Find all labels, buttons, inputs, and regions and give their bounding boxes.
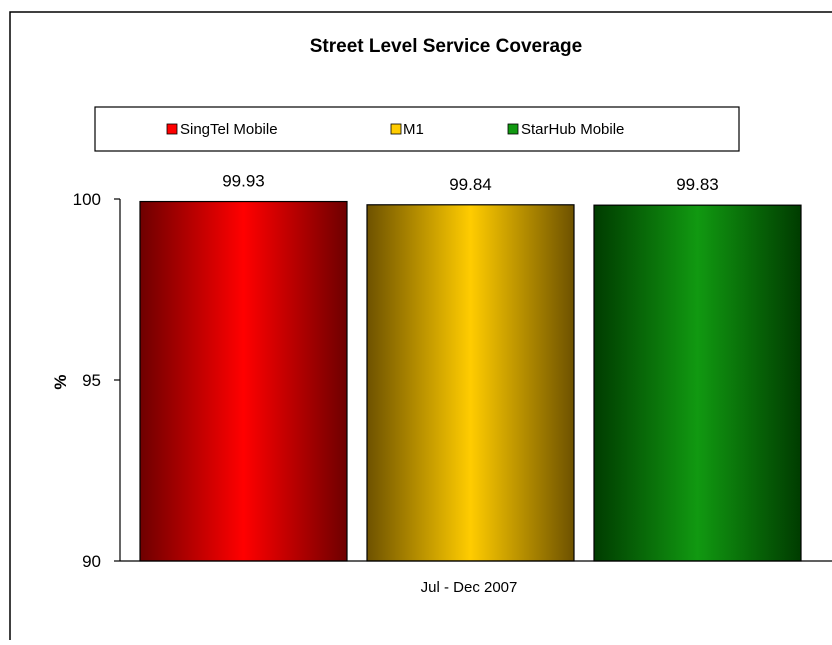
legend-box — [94, 106, 740, 152]
data-label-singtel-mobile: 99.93 — [222, 172, 265, 191]
legend-swatch-m1 — [390, 123, 402, 135]
bar-m1 — [366, 204, 575, 562]
data-label-m1: 99.84 — [449, 175, 492, 194]
legend-label-m1: M1 — [403, 121, 424, 138]
bar-starhub-mobile — [593, 204, 802, 562]
data-labels-layer: 99.93 99.84 99.83 — [222, 172, 719, 195]
y-tick-label: 100 — [73, 190, 101, 209]
y-axis-label: % — [51, 374, 70, 389]
chart-title: Street Level Service Coverage — [310, 36, 583, 57]
bars-layer — [139, 200, 802, 562]
legend: SingTel Mobile M1 StarHub Mobile — [94, 106, 740, 152]
axis-layer: 90 95 100 — [73, 190, 832, 571]
y-tick-label: 90 — [82, 552, 101, 571]
bar-singtel-mobile — [139, 200, 348, 562]
data-label-starhub-mobile: 99.83 — [676, 175, 719, 194]
x-category-label: Jul - Dec 2007 — [421, 579, 518, 596]
legend-label-starhub-mobile: StarHub Mobile — [521, 121, 624, 138]
y-tick-label: 95 — [82, 371, 101, 390]
legend-label-singtel-mobile: SingTel Mobile — [180, 121, 278, 138]
legend-swatch-starhub-mobile — [507, 123, 519, 135]
legend-swatch-singtel-mobile — [166, 123, 178, 135]
